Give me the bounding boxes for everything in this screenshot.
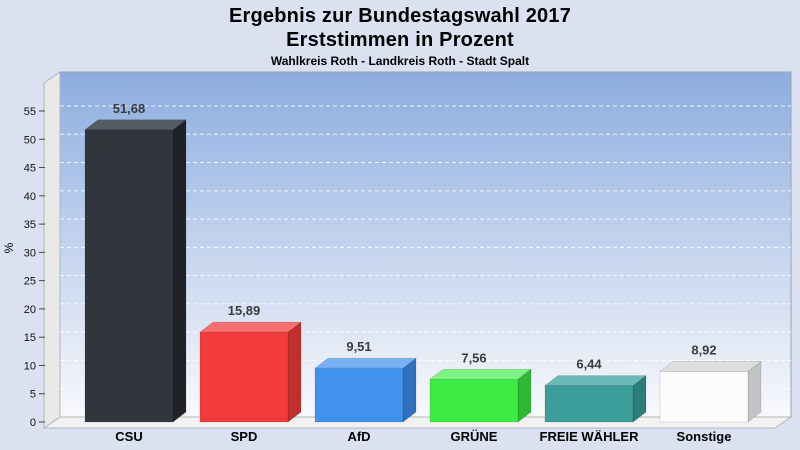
y-tick-label: 5 bbox=[30, 389, 36, 401]
bar-side-face bbox=[747, 360, 762, 423]
bar-top-face bbox=[84, 119, 187, 131]
bar-front-face bbox=[314, 367, 404, 423]
bar-top-face bbox=[659, 361, 762, 372]
category-label: FREIE WÄHLER bbox=[540, 429, 640, 444]
y-tick-label: 15 bbox=[24, 332, 36, 344]
y-tick-label: 45 bbox=[24, 163, 36, 175]
y-tick-label: 20 bbox=[24, 304, 36, 316]
bar-value-label: 6,44 bbox=[576, 357, 602, 372]
bar-front-face bbox=[199, 331, 289, 423]
category-label: Sonstige bbox=[677, 429, 732, 444]
category-label: SPD bbox=[231, 429, 258, 444]
y-tick-label: 10 bbox=[24, 360, 36, 372]
bar-group bbox=[314, 357, 417, 423]
bar-top-face bbox=[314, 357, 417, 369]
bar-group bbox=[429, 368, 532, 423]
bar-top-face bbox=[199, 321, 302, 333]
y-tick-label: 50 bbox=[24, 134, 36, 146]
chart-header: Ergebnis zur Bundestagswahl 2017 Erststi… bbox=[0, 4, 800, 69]
bar-front-face bbox=[429, 378, 519, 423]
y-axis-label: % bbox=[2, 242, 16, 253]
bar-front-face bbox=[659, 371, 749, 423]
bar-value-label: 51,68 bbox=[113, 101, 146, 116]
bar-front-face bbox=[84, 129, 174, 423]
bar-side-face bbox=[287, 321, 302, 423]
bar-group bbox=[84, 119, 187, 423]
y-tick-label: 30 bbox=[24, 247, 36, 259]
y-tick-label: 25 bbox=[24, 276, 36, 288]
bar-value-label: 7,56 bbox=[461, 350, 486, 365]
bar-top-face bbox=[544, 375, 647, 386]
y-tick-label: 40 bbox=[24, 191, 36, 203]
chart-title: Ergebnis zur Bundestagswahl 2017 bbox=[228, 5, 572, 27]
chart-subtitle: Erststimmen in Prozent bbox=[286, 29, 514, 51]
bar-group bbox=[659, 360, 762, 423]
bar-group bbox=[199, 321, 302, 423]
y-tick-label: 0 bbox=[30, 417, 36, 429]
bar-value-label: 8,92 bbox=[691, 343, 716, 358]
bar-front-face bbox=[544, 385, 634, 423]
y-tick-label: 35 bbox=[24, 219, 36, 231]
y-tick-label: 55 bbox=[24, 106, 36, 118]
bar-side-face bbox=[172, 119, 187, 423]
chart-caption: Wahlkreis Roth - Landkreis Roth - Stadt … bbox=[270, 54, 530, 68]
category-label: GRÜNE bbox=[451, 429, 498, 444]
category-label: CSU bbox=[115, 429, 142, 444]
bar-top-face bbox=[429, 368, 532, 380]
bar-group bbox=[544, 374, 647, 423]
bar-side-face bbox=[402, 357, 417, 423]
bar-value-label: 9,51 bbox=[346, 339, 371, 354]
plot-left-wall bbox=[43, 71, 61, 429]
category-label: AfD bbox=[347, 429, 370, 444]
bar-value-label: 15,89 bbox=[228, 303, 261, 318]
